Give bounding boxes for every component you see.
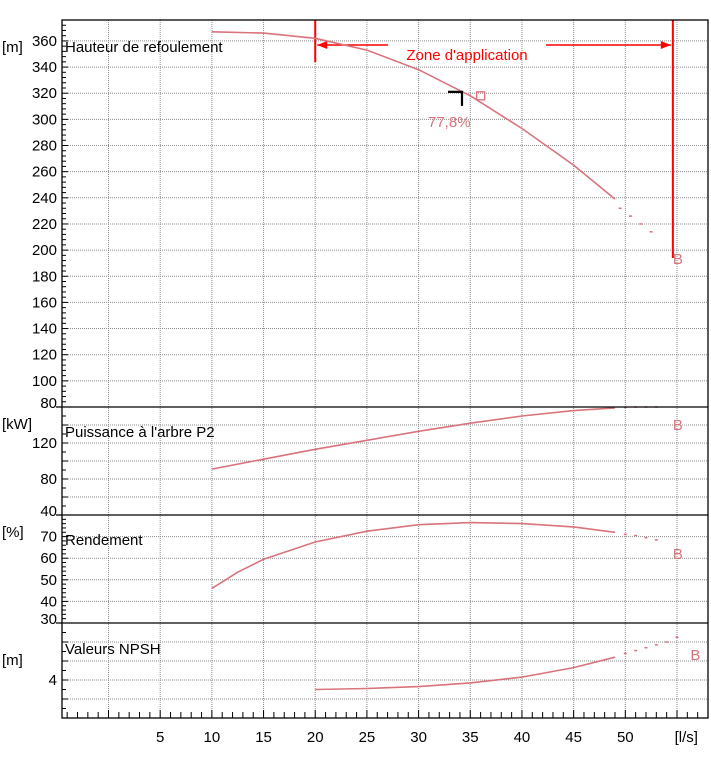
x-tick-label: 45 <box>565 729 582 746</box>
y-tick-label: 340 <box>32 59 57 76</box>
point-b-label: B <box>690 647 700 664</box>
efficiency-label: 77,8% <box>428 114 471 131</box>
y-tick-label: 30 <box>40 611 57 628</box>
panel-title: Rendement <box>65 532 143 549</box>
curve-power <box>211 407 616 470</box>
bracket-mark <box>448 90 464 106</box>
zone-arrowhead-right <box>660 41 671 49</box>
point-b-label: B <box>673 417 683 434</box>
y-tick-label: 280 <box>32 138 57 155</box>
x-tick-label: 5 <box>156 729 164 746</box>
y-unit-label: [%] <box>2 524 24 541</box>
curve-npsh <box>315 656 616 691</box>
zone-label: Zone d'application <box>406 47 527 64</box>
y-tick-label: 40 <box>40 593 57 610</box>
y-tick-label: 70 <box>40 529 57 546</box>
grid-layer <box>62 20 708 718</box>
labels-layer: Hauteur de refoulement B 77,8% Puissance à … <box>65 39 700 664</box>
x-tick-label: 40 <box>514 729 531 746</box>
point-b-label: B <box>673 251 683 268</box>
x-tick-label: 50 <box>617 729 634 746</box>
curves-layer <box>211 31 679 691</box>
y-tick-label: 160 <box>32 294 57 311</box>
y-tick-label: 200 <box>32 242 57 259</box>
x-tick-label: 10 <box>204 729 221 746</box>
y-tick-label: 360 <box>32 33 57 50</box>
y-tick-label: 50 <box>40 572 57 589</box>
y-tick-label: 80 <box>40 471 57 488</box>
y-tick-label: 300 <box>32 111 57 128</box>
x-tick-label: 35 <box>462 729 479 746</box>
panel-title: Puissance à l'arbre P2 <box>65 424 215 441</box>
y-tick-label: 120 <box>32 435 57 452</box>
y-tick-label: 80 <box>40 395 57 412</box>
y-tick-label: 180 <box>32 268 57 285</box>
application-zone: Zone d'application <box>314 20 674 258</box>
best-efficiency-marker <box>475 91 486 101</box>
panel-title: Hauteur de refoulement <box>65 39 223 56</box>
point-b-label: B <box>673 546 683 563</box>
y-unit-label: [m] <box>2 652 23 669</box>
y-tick-label: 220 <box>32 216 57 233</box>
x-tick-label: 30 <box>410 729 427 746</box>
x-unit-label: [l/s] <box>675 729 698 746</box>
y-tick-label: 100 <box>32 373 57 390</box>
x-tick-label: 25 <box>359 729 376 746</box>
y-tick-label: 260 <box>32 164 57 181</box>
curve-head <box>211 31 616 200</box>
y-tick-label: 4 <box>49 672 57 689</box>
panel-title: Valeurs NPSH <box>65 641 161 658</box>
y-tick-label: 120 <box>32 347 57 364</box>
y-tick-label: 240 <box>32 190 57 207</box>
curve-efficiency <box>211 521 616 590</box>
y-tick-label: 40 <box>40 503 57 520</box>
zone-arrowhead-left <box>317 41 328 49</box>
axis-layer: 100 120 140 160 180 200 220 240 260 280 300 320 340 3… <box>2 19 709 746</box>
y-tick-label: 320 <box>32 85 57 102</box>
x-tick-label: 20 <box>307 729 324 746</box>
y-unit-label: [m] <box>2 39 23 56</box>
x-tick-label: 15 <box>255 729 272 746</box>
y-tick-label: 140 <box>32 321 57 338</box>
y-unit-label: [kW] <box>2 416 32 433</box>
frame-layer <box>56 19 709 719</box>
chart-frame <box>61 19 709 719</box>
y-tick-label: 60 <box>40 550 57 567</box>
